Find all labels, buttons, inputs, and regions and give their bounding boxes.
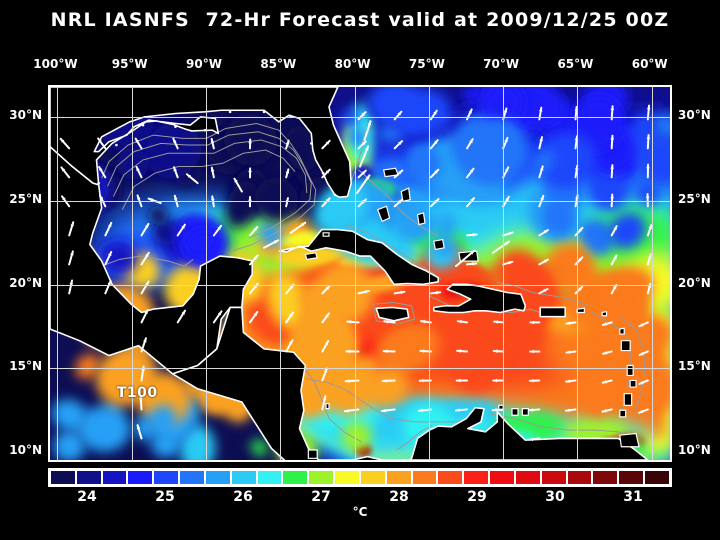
lon-tick-label-2: 90°W — [186, 57, 222, 71]
colorbar-swatch-15 — [437, 470, 464, 485]
gridline-lon-2 — [206, 87, 207, 460]
colorbar-swatch-20 — [566, 470, 593, 485]
colorbar-tick-3: 27 — [311, 489, 331, 505]
gridline-lat-1 — [50, 201, 670, 202]
lat-tick-label-right-1: 25°N — [678, 191, 711, 206]
gridline-lon-3 — [280, 87, 281, 460]
colorbar-units-label: °C — [352, 505, 368, 519]
colorbar-swatch-19 — [540, 470, 567, 485]
colorbar-swatch-14 — [411, 470, 438, 485]
gridline-lat-0 — [50, 117, 670, 118]
colorbar — [48, 468, 672, 487]
gridline-lat-3 — [50, 368, 670, 369]
lon-tick-label-6: 70°W — [483, 57, 520, 71]
colorbar-swatch-21 — [592, 470, 619, 485]
gridline-lon-4 — [355, 87, 356, 460]
gridline-lon-1 — [132, 87, 133, 460]
colorbar-tick-4: 28 — [389, 489, 409, 505]
lat-tick-label-right-4: 10°N — [678, 443, 711, 458]
map-plot-area[interactable]: T100 — [48, 85, 672, 462]
lat-tick-label-left-0: 30°N — [9, 108, 42, 123]
colorbar-swatch-13 — [385, 470, 412, 485]
colorbar-swatch-9 — [282, 470, 309, 485]
sst-field-svg — [50, 87, 670, 460]
lon-tick-label-5: 75°W — [408, 57, 445, 71]
lon-tick-label-8: 60°W — [631, 57, 668, 71]
colorbar-swatch-7 — [230, 470, 257, 485]
colorbar-swatch-16 — [463, 470, 490, 485]
lat-tick-label-left-1: 25°N — [9, 191, 42, 206]
lat-tick-label-left-3: 15°N — [9, 359, 42, 374]
longitude-axis: 100°W 95°W 90°W 85°W 80°W 75°W 70°W 65°W 60°W — [33, 57, 672, 75]
colorbar-tick-1: 25 — [155, 489, 175, 505]
colorbar-swatch-18 — [514, 470, 541, 485]
map-annotation-t100: T100 — [116, 385, 158, 402]
map-canvas: T100 — [50, 87, 670, 460]
colorbar-swatch-17 — [489, 470, 515, 485]
lat-tick-label-right-0: 30°N — [678, 108, 711, 123]
colorbar-swatch-0 — [50, 470, 76, 485]
colorbar-ticks: 24 25 26 27 28 29 30 31 — [48, 489, 672, 507]
colorbar-swatch-5 — [179, 470, 205, 485]
lat-tick-label-left-2: 20°N — [9, 275, 42, 290]
lat-tick-label-left-4: 10°N — [9, 443, 42, 458]
colorbar-swatch-3 — [127, 470, 154, 485]
colorbar-swatch-10 — [308, 470, 335, 485]
colorbar-swatch-4 — [153, 470, 180, 485]
colorbar-swatch-1 — [75, 470, 102, 485]
gridline-lon-8 — [652, 87, 653, 460]
colorbar-swatch-6 — [204, 470, 231, 485]
colorbar-tick-7: 31 — [623, 489, 643, 505]
lon-tick-label-3: 85°W — [260, 57, 297, 71]
lon-tick-label-7: 65°W — [557, 57, 594, 71]
lat-tick-label-right-3: 15°N — [678, 359, 711, 374]
colorbar-swatch-8 — [256, 470, 283, 485]
gridline-lon-5 — [429, 87, 430, 460]
colorbar-tick-5: 29 — [467, 489, 487, 505]
gridline-lon-7 — [577, 87, 578, 460]
lat-tick-label-right-2: 20°N — [678, 275, 711, 290]
colorbar-swatch-22 — [618, 470, 645, 485]
colorbar-swatch-23 — [644, 470, 670, 485]
colorbar-tick-2: 26 — [233, 489, 253, 505]
lon-tick-label-1: 95°W — [111, 57, 148, 71]
colorbar-swatch-11 — [334, 470, 360, 485]
colorbar-swatch-2 — [101, 470, 128, 485]
page-title: NRL IASNFS 72-Hr Forecast valid at 2009/… — [50, 9, 670, 31]
gridline-lat-2 — [50, 285, 670, 286]
gridline-lon-0 — [57, 87, 58, 460]
lon-tick-label-0: 100°W — [33, 57, 78, 71]
colorbar-tick-6: 30 — [545, 489, 565, 505]
colorbar-tick-0: 24 — [77, 489, 97, 505]
gridline-lon-6 — [503, 87, 504, 460]
lon-tick-label-4: 80°W — [334, 57, 371, 71]
colorbar-swatch-12 — [359, 470, 386, 485]
